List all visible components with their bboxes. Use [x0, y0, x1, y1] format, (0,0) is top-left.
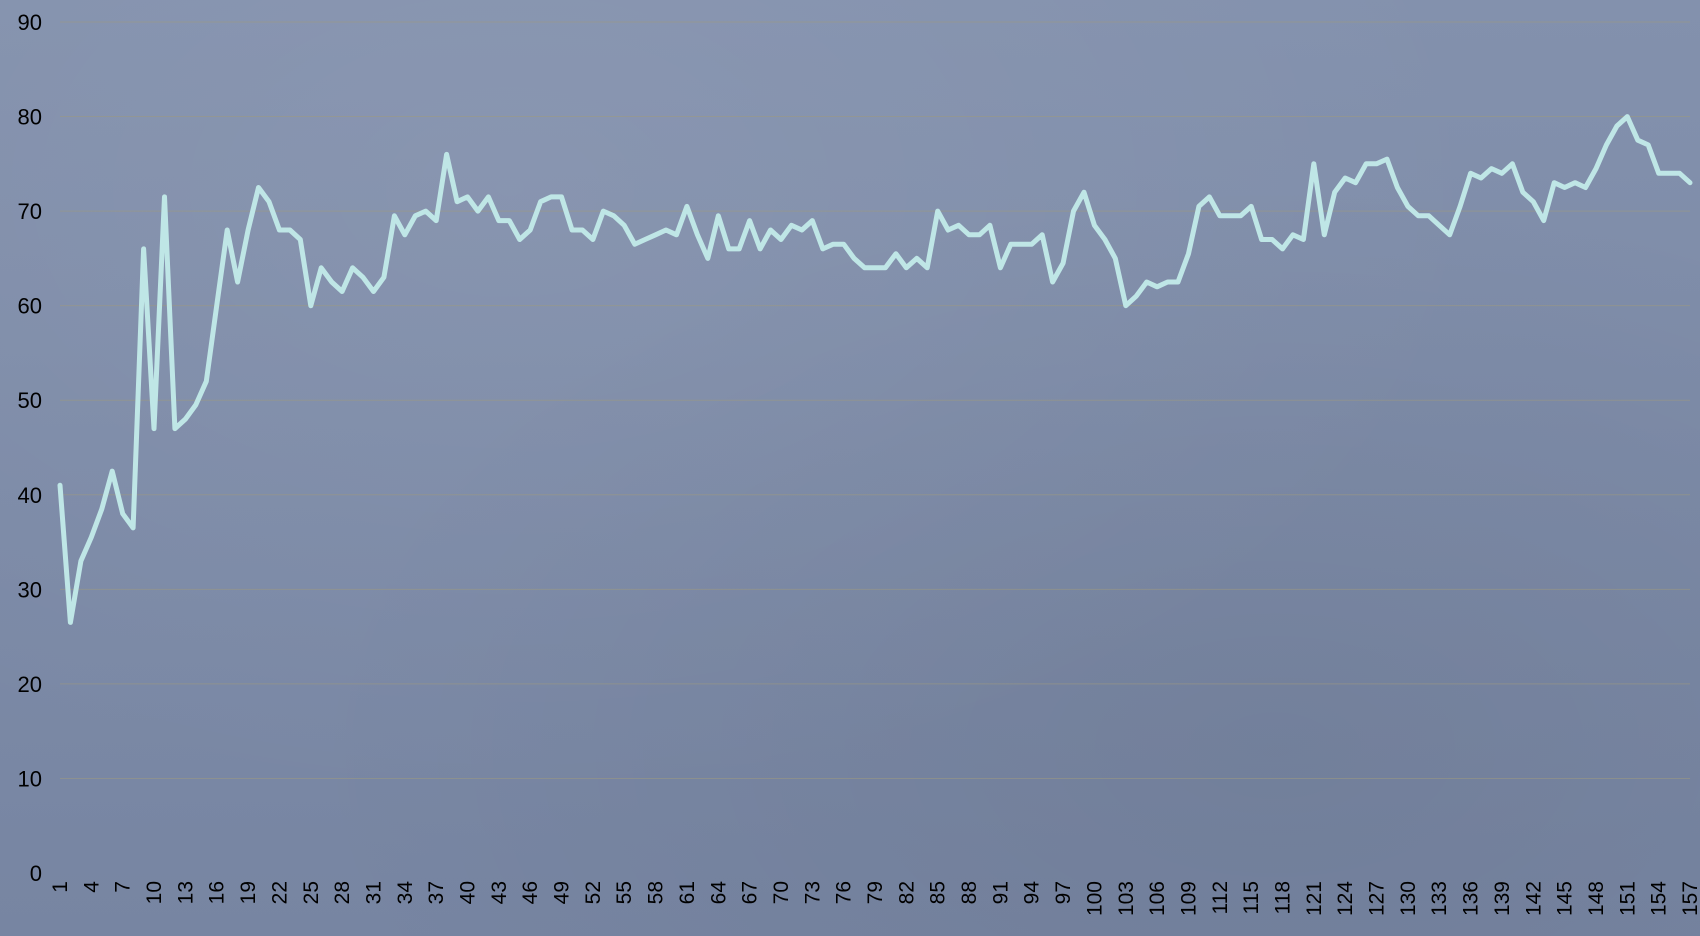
- x-tick-label: 112: [1209, 881, 1232, 914]
- x-tick-label: 34: [394, 881, 417, 905]
- gridlines: [60, 21, 1690, 779]
- x-tick-label: 97: [1052, 881, 1075, 904]
- x-tick-label: 43: [488, 881, 511, 904]
- y-tick-label: 20: [18, 672, 42, 697]
- x-tick-label: 28: [331, 881, 354, 904]
- x-tick-label: 88: [958, 881, 981, 904]
- x-tick-label: 67: [739, 881, 762, 904]
- x-tick-label: 40: [457, 881, 480, 904]
- x-tick-label: 109: [1177, 881, 1200, 916]
- x-tick-label: 115: [1240, 881, 1263, 914]
- x-tick-label: 58: [645, 881, 668, 904]
- x-tick-label: 157: [1679, 881, 1700, 916]
- x-tick-label: 55: [613, 881, 636, 904]
- x-tick-label: 25: [300, 881, 323, 904]
- x-axis-tick-labels: 1 4 7 10 13 16 19 22 25 28 31 34 37 40 43 46 49 52 55 58 61 6…: [49, 881, 1700, 916]
- x-tick-label: 22: [268, 881, 291, 904]
- x-tick-label: 4: [80, 881, 103, 893]
- y-tick-label: 50: [18, 388, 42, 413]
- x-tick-label: 64: [707, 881, 730, 905]
- x-tick-label: 52: [582, 881, 605, 904]
- y-tick-label: 90: [18, 10, 42, 35]
- x-tick-label: 1: [49, 881, 72, 893]
- x-tick-label: 142: [1522, 881, 1545, 916]
- x-tick-label: 136: [1460, 881, 1483, 916]
- x-tick-label: 76: [833, 881, 856, 904]
- y-tick-label: 0: [30, 861, 42, 886]
- y-tick-label: 10: [18, 766, 42, 791]
- x-tick-label: 79: [864, 881, 887, 904]
- x-tick-label: 118: [1272, 881, 1295, 914]
- x-tick-label: 127: [1366, 881, 1389, 916]
- x-tick-label: 154: [1648, 881, 1671, 916]
- x-tick-label: 139: [1491, 881, 1514, 916]
- x-tick-label: 82: [895, 881, 918, 904]
- x-tick-label: 148: [1585, 881, 1608, 916]
- x-tick-label: 121: [1303, 881, 1326, 916]
- x-tick-label: 133: [1428, 881, 1451, 916]
- x-tick-label: 94: [1021, 881, 1044, 905]
- y-tick-label: 40: [18, 483, 42, 508]
- x-tick-label: 91: [989, 881, 1012, 904]
- x-tick-label: 85: [927, 881, 950, 904]
- x-tick-label: 130: [1397, 881, 1420, 916]
- x-tick-label: 145: [1554, 881, 1577, 916]
- x-tick-label: 73: [801, 881, 824, 904]
- x-tick-label: 151: [1616, 881, 1639, 916]
- y-tick-label: 80: [18, 105, 42, 130]
- x-tick-label: 100: [1083, 881, 1106, 916]
- x-tick-label: 46: [519, 881, 542, 904]
- x-tick-label: 49: [551, 881, 574, 904]
- x-tick-label: 124: [1334, 881, 1357, 916]
- series-line-0: [57, 114, 1693, 625]
- x-tick-label: 13: [174, 881, 197, 904]
- y-axis-tick-labels: 0 10 20 30 40 50 60 70 80 90: [18, 10, 42, 886]
- series-layer: [57, 114, 1693, 625]
- x-tick-label: 103: [1115, 881, 1138, 916]
- x-tick-label: 19: [237, 881, 260, 904]
- x-tick-label: 70: [770, 881, 793, 904]
- x-tick-label: 10: [143, 881, 166, 904]
- x-tick-label: 7: [112, 881, 135, 893]
- x-tick-label: 16: [206, 881, 229, 904]
- x-tick-label: 106: [1146, 881, 1169, 916]
- x-tick-label: 37: [425, 881, 448, 904]
- y-tick-label: 30: [18, 577, 42, 602]
- x-tick-label: 61: [676, 881, 699, 904]
- y-tick-label: 60: [18, 294, 42, 319]
- y-tick-label: 70: [18, 199, 42, 224]
- x-tick-label: 31: [362, 881, 385, 904]
